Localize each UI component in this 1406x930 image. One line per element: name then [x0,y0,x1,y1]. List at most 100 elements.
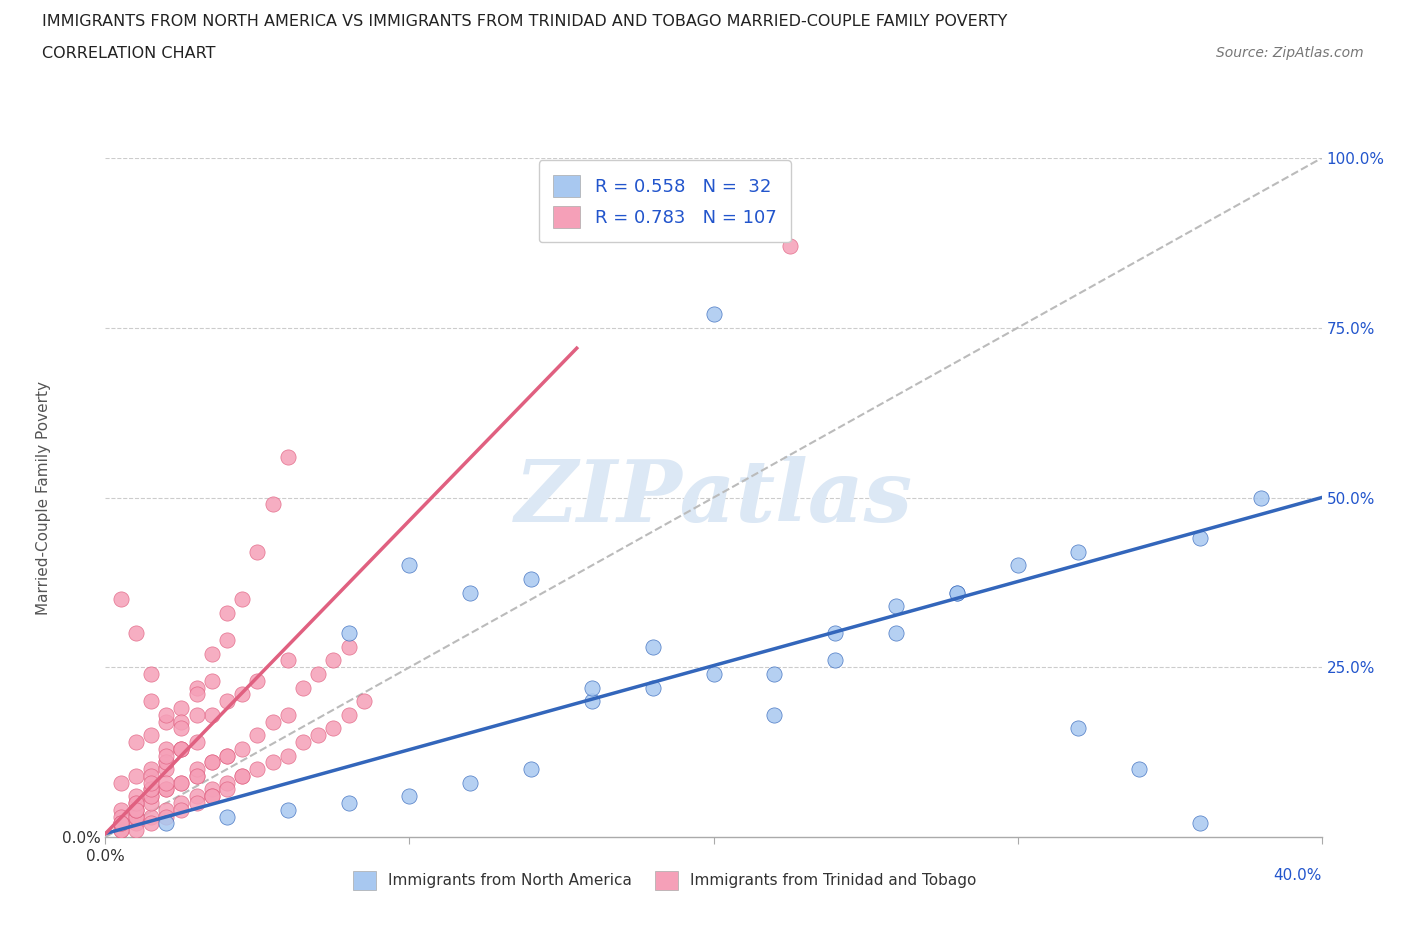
Point [217,782,239,797]
Point [170,803,193,817]
Point [110,816,132,830]
Point [337,796,360,811]
Point [139,768,162,783]
Point [262,714,284,729]
Point [277,708,299,723]
Point [125,809,148,824]
Point [186,762,208,777]
Point [246,762,269,777]
Point [201,755,224,770]
Point [277,748,299,763]
Point [170,741,193,756]
Point [292,735,315,750]
Point [110,823,132,838]
Point [125,768,148,783]
Point [186,796,208,811]
Point [125,816,148,830]
Point [277,449,299,464]
Point [458,585,481,600]
Point [702,307,725,322]
Point [170,721,193,736]
Point [217,748,239,763]
Point [231,768,253,783]
Point [186,735,208,750]
Point [217,694,239,709]
Point [155,714,177,729]
Point [1250,490,1272,505]
Point [945,585,967,600]
Point [217,632,239,647]
Point [155,782,177,797]
Point [155,776,177,790]
Point [246,673,269,688]
Point [170,796,193,811]
Point [277,803,299,817]
Point [186,768,208,783]
Text: IMMIGRANTS FROM NORTH AMERICA VS IMMIGRANTS FROM TRINIDAD AND TOBAGO MARRIED-COU: IMMIGRANTS FROM NORTH AMERICA VS IMMIGRA… [42,14,1008,29]
Point [155,816,177,830]
Point [277,653,299,668]
Point [139,762,162,777]
Point [322,721,344,736]
Point [763,667,786,682]
Point [186,789,208,804]
Point [217,776,239,790]
Point [125,735,148,750]
Point [353,694,375,709]
Point [170,700,193,715]
Point [337,640,360,655]
Point [139,727,162,742]
Point [322,653,344,668]
Point [170,714,193,729]
Point [307,727,329,742]
Point [186,687,208,702]
Point [231,687,253,702]
Text: CORRELATION CHART: CORRELATION CHART [42,46,215,61]
Y-axis label: Married-Couple Family Poverty: Married-Couple Family Poverty [35,380,51,615]
Point [139,796,162,811]
Point [307,667,329,682]
Point [186,768,208,783]
Point [110,809,132,824]
Point [155,755,177,770]
Point [246,544,269,559]
Point [246,727,269,742]
Point [110,816,132,830]
Point [337,626,360,641]
Point [641,640,664,655]
Point [1188,816,1211,830]
Point [1007,558,1029,573]
Point [398,558,420,573]
Point [110,776,132,790]
Point [186,680,208,695]
Point [125,823,148,838]
Point [292,680,315,695]
Point [1067,544,1090,559]
Point [201,789,224,804]
Point [155,748,177,763]
Point [139,789,162,804]
Point [139,667,162,682]
Point [155,708,177,723]
Point [125,789,148,804]
Point [155,803,177,817]
Point [139,809,162,824]
Point [125,796,148,811]
Point [217,605,239,620]
Point [201,789,224,804]
Point [763,708,786,723]
Point [231,768,253,783]
Point [520,762,543,777]
Point [139,694,162,709]
Point [201,673,224,688]
Point [155,762,177,777]
Point [139,789,162,804]
Point [155,782,177,797]
Point [458,776,481,790]
Text: 40.0%: 40.0% [1274,868,1322,883]
Point [139,776,162,790]
Text: Source: ZipAtlas.com: Source: ZipAtlas.com [1216,46,1364,60]
Point [398,789,420,804]
Point [170,776,193,790]
Point [155,755,177,770]
